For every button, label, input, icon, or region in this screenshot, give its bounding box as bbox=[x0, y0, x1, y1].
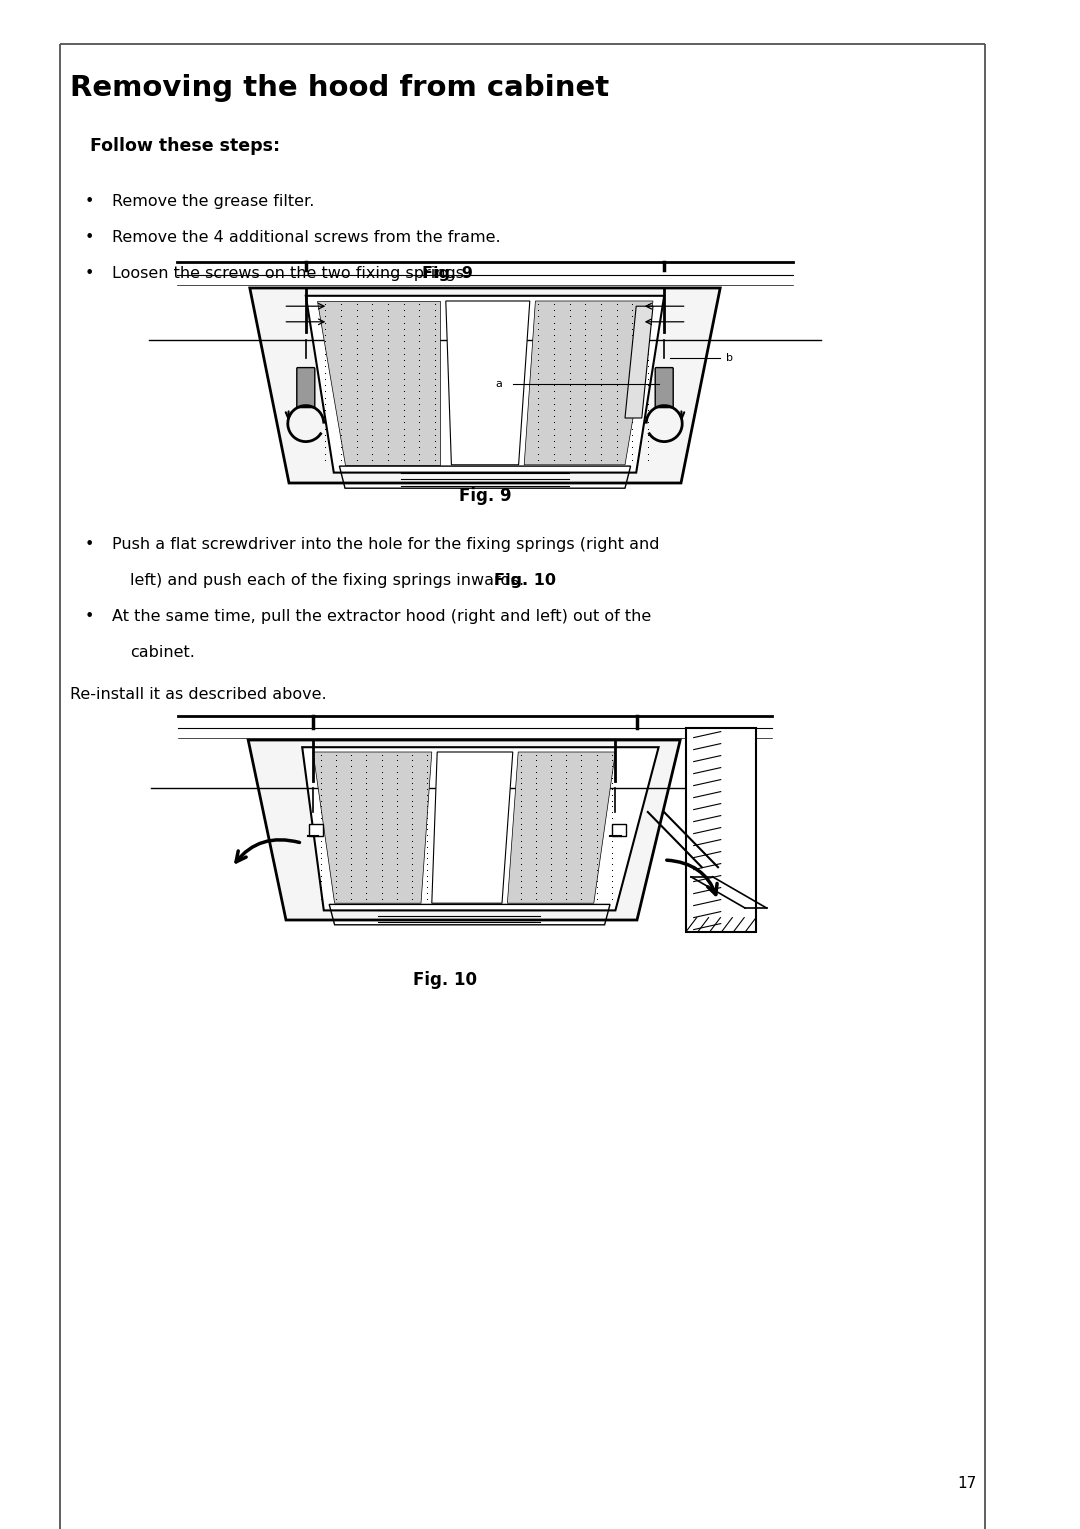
Polygon shape bbox=[306, 295, 664, 472]
Polygon shape bbox=[302, 748, 659, 910]
FancyBboxPatch shape bbox=[309, 824, 323, 836]
Text: •: • bbox=[85, 229, 94, 245]
Text: •: • bbox=[85, 609, 94, 624]
Text: Fig. 10: Fig. 10 bbox=[413, 971, 477, 989]
Polygon shape bbox=[446, 301, 530, 465]
Text: 17: 17 bbox=[958, 1475, 977, 1491]
Polygon shape bbox=[625, 306, 653, 417]
Text: Re-install it as described above.: Re-install it as described above. bbox=[70, 687, 326, 702]
Text: left) and push each of the fixing springs inwards.: left) and push each of the fixing spring… bbox=[130, 573, 529, 589]
Polygon shape bbox=[524, 301, 653, 465]
Polygon shape bbox=[432, 752, 513, 904]
Polygon shape bbox=[249, 287, 720, 483]
Text: •: • bbox=[85, 266, 94, 281]
Text: •: • bbox=[85, 194, 94, 209]
Text: Remove the grease filter.: Remove the grease filter. bbox=[112, 194, 314, 209]
Text: Fig. 9: Fig. 9 bbox=[422, 266, 473, 281]
FancyBboxPatch shape bbox=[656, 367, 673, 408]
Text: Removing the hood from cabinet: Removing the hood from cabinet bbox=[70, 73, 609, 102]
FancyBboxPatch shape bbox=[297, 367, 314, 408]
Polygon shape bbox=[248, 740, 680, 920]
Polygon shape bbox=[508, 752, 616, 904]
Text: Loosen the screws on the two fixing springs.: Loosen the screws on the two fixing spri… bbox=[112, 266, 474, 281]
Polygon shape bbox=[318, 301, 441, 465]
Text: Remove the 4 additional screws from the frame.: Remove the 4 additional screws from the … bbox=[112, 229, 501, 245]
Text: •: • bbox=[85, 537, 94, 552]
Polygon shape bbox=[313, 752, 432, 904]
Text: Push a flat screwdriver into the hole for the fixing springs (right and: Push a flat screwdriver into the hole fo… bbox=[112, 537, 660, 552]
Text: Fig. 10: Fig. 10 bbox=[494, 573, 555, 589]
FancyBboxPatch shape bbox=[611, 824, 625, 836]
Text: Fig. 9: Fig. 9 bbox=[459, 488, 511, 505]
Text: cabinet.: cabinet. bbox=[130, 645, 194, 661]
Text: b: b bbox=[726, 353, 733, 364]
Text: At the same time, pull the extractor hood (right and left) out of the: At the same time, pull the extractor hoo… bbox=[112, 609, 651, 624]
Text: Follow these steps:: Follow these steps: bbox=[90, 138, 280, 154]
Text: a: a bbox=[495, 379, 502, 390]
Bar bbox=[686, 728, 756, 933]
